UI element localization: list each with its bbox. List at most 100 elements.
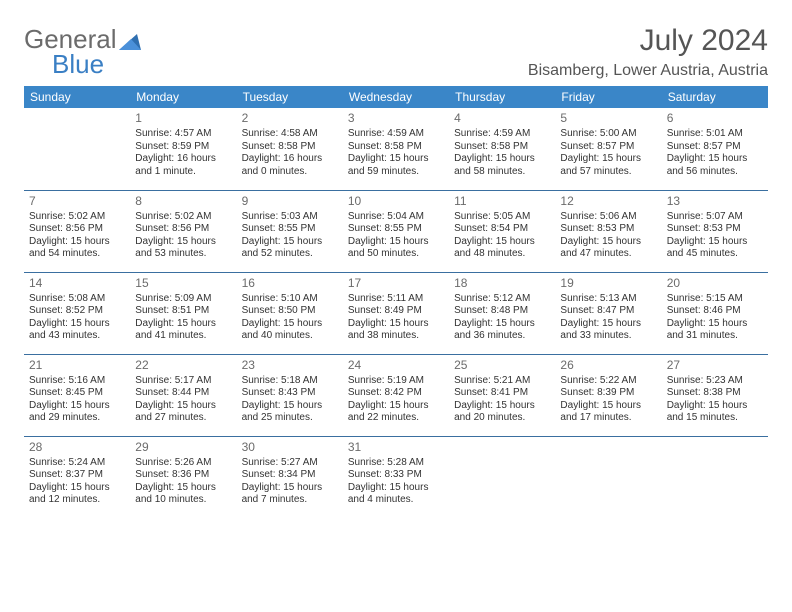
daylight-text: Daylight: 15 hours and 10 minutes.: [135, 482, 231, 507]
weekday-header: Saturday: [662, 86, 768, 108]
calendar-cell: 1Sunrise: 4:57 AMSunset: 8:59 PMDaylight…: [130, 108, 236, 190]
daylight-text: Daylight: 15 hours and 31 minutes.: [667, 318, 763, 343]
sunset-text: Sunset: 8:36 PM: [135, 469, 231, 482]
calendar-row: 1Sunrise: 4:57 AMSunset: 8:59 PMDaylight…: [24, 108, 768, 190]
daylight-text: Daylight: 15 hours and 33 minutes.: [560, 318, 656, 343]
daylight-text: Daylight: 15 hours and 27 minutes.: [135, 400, 231, 425]
daylight-text: Daylight: 15 hours and 12 minutes.: [29, 482, 125, 507]
sunrise-text: Sunrise: 5:07 AM: [667, 211, 763, 224]
sunset-text: Sunset: 8:51 PM: [135, 305, 231, 318]
sunrise-text: Sunrise: 5:03 AM: [242, 211, 338, 224]
sunrise-text: Sunrise: 5:23 AM: [667, 375, 763, 388]
calendar-body: 1Sunrise: 4:57 AMSunset: 8:59 PMDaylight…: [24, 108, 768, 518]
day-number: 5: [560, 111, 656, 126]
weekday-header: Wednesday: [343, 86, 449, 108]
daylight-text: Daylight: 15 hours and 53 minutes.: [135, 236, 231, 261]
daylight-text: Daylight: 15 hours and 29 minutes.: [29, 400, 125, 425]
calendar-cell: 13Sunrise: 5:07 AMSunset: 8:53 PMDayligh…: [662, 190, 768, 272]
sunrise-text: Sunrise: 4:59 AM: [348, 128, 444, 141]
sunrise-text: Sunrise: 5:19 AM: [348, 375, 444, 388]
calendar-cell: 2Sunrise: 4:58 AMSunset: 8:58 PMDaylight…: [237, 108, 343, 190]
day-number: 20: [667, 276, 763, 291]
day-number: 15: [135, 276, 231, 291]
sunset-text: Sunset: 8:50 PM: [242, 305, 338, 318]
day-number: 17: [348, 276, 444, 291]
daylight-text: Daylight: 15 hours and 40 minutes.: [242, 318, 338, 343]
sunset-text: Sunset: 8:41 PM: [454, 387, 550, 400]
calendar-cell: 14Sunrise: 5:08 AMSunset: 8:52 PMDayligh…: [24, 272, 130, 354]
daylight-text: Daylight: 15 hours and 56 minutes.: [667, 153, 763, 178]
day-number: 25: [454, 358, 550, 373]
daylight-text: Daylight: 15 hours and 17 minutes.: [560, 400, 656, 425]
sunrise-text: Sunrise: 5:12 AM: [454, 293, 550, 306]
calendar-cell: 30Sunrise: 5:27 AMSunset: 8:34 PMDayligh…: [237, 436, 343, 518]
calendar-cell: [662, 436, 768, 518]
calendar-row: 7Sunrise: 5:02 AMSunset: 8:56 PMDaylight…: [24, 190, 768, 272]
daylight-text: Daylight: 15 hours and 52 minutes.: [242, 236, 338, 261]
daylight-text: Daylight: 15 hours and 22 minutes.: [348, 400, 444, 425]
sunrise-text: Sunrise: 5:24 AM: [29, 457, 125, 470]
page-header: GeneralBlue July 2024 Bisamberg, Lower A…: [24, 24, 768, 80]
sunset-text: Sunset: 8:34 PM: [242, 469, 338, 482]
sunset-text: Sunset: 8:53 PM: [560, 223, 656, 236]
day-number: 23: [242, 358, 338, 373]
sunset-text: Sunset: 8:47 PM: [560, 305, 656, 318]
day-number: 30: [242, 440, 338, 455]
daylight-text: Daylight: 15 hours and 4 minutes.: [348, 482, 444, 507]
daylight-text: Daylight: 15 hours and 57 minutes.: [560, 153, 656, 178]
sunset-text: Sunset: 8:58 PM: [348, 141, 444, 154]
calendar-cell: 26Sunrise: 5:22 AMSunset: 8:39 PMDayligh…: [555, 354, 661, 436]
sunrise-text: Sunrise: 5:08 AM: [29, 293, 125, 306]
sunset-text: Sunset: 8:55 PM: [348, 223, 444, 236]
calendar-cell: 31Sunrise: 5:28 AMSunset: 8:33 PMDayligh…: [343, 436, 449, 518]
sunset-text: Sunset: 8:57 PM: [667, 141, 763, 154]
calendar-cell: [555, 436, 661, 518]
sunrise-text: Sunrise: 5:02 AM: [135, 211, 231, 224]
sunset-text: Sunset: 8:52 PM: [29, 305, 125, 318]
weekday-header: Thursday: [449, 86, 555, 108]
day-number: 7: [29, 194, 125, 209]
day-number: 12: [560, 194, 656, 209]
calendar-cell: 4Sunrise: 4:59 AMSunset: 8:58 PMDaylight…: [449, 108, 555, 190]
calendar-cell: 17Sunrise: 5:11 AMSunset: 8:49 PMDayligh…: [343, 272, 449, 354]
sunrise-text: Sunrise: 5:11 AM: [348, 293, 444, 306]
weekday-header: Sunday: [24, 86, 130, 108]
daylight-text: Daylight: 15 hours and 54 minutes.: [29, 236, 125, 261]
sunrise-text: Sunrise: 5:21 AM: [454, 375, 550, 388]
day-number: 26: [560, 358, 656, 373]
calendar-row: 21Sunrise: 5:16 AMSunset: 8:45 PMDayligh…: [24, 354, 768, 436]
calendar-cell: 23Sunrise: 5:18 AMSunset: 8:43 PMDayligh…: [237, 354, 343, 436]
sunset-text: Sunset: 8:57 PM: [560, 141, 656, 154]
calendar-cell: 5Sunrise: 5:00 AMSunset: 8:57 PMDaylight…: [555, 108, 661, 190]
sunset-text: Sunset: 8:33 PM: [348, 469, 444, 482]
calendar-cell: 8Sunrise: 5:02 AMSunset: 8:56 PMDaylight…: [130, 190, 236, 272]
month-title: July 2024: [528, 24, 768, 58]
calendar-cell: [24, 108, 130, 190]
sunset-text: Sunset: 8:45 PM: [29, 387, 125, 400]
sunset-text: Sunset: 8:58 PM: [242, 141, 338, 154]
daylight-text: Daylight: 15 hours and 36 minutes.: [454, 318, 550, 343]
sunrise-text: Sunrise: 5:28 AM: [348, 457, 444, 470]
logo-text-blue: Blue: [52, 49, 104, 80]
weekday-header: Monday: [130, 86, 236, 108]
weekday-header: Friday: [555, 86, 661, 108]
sunset-text: Sunset: 8:39 PM: [560, 387, 656, 400]
sunset-text: Sunset: 8:42 PM: [348, 387, 444, 400]
day-number: 2: [242, 111, 338, 126]
weekday-header: Tuesday: [237, 86, 343, 108]
sunrise-text: Sunrise: 5:09 AM: [135, 293, 231, 306]
sunrise-text: Sunrise: 5:02 AM: [29, 211, 125, 224]
sunset-text: Sunset: 8:43 PM: [242, 387, 338, 400]
calendar-cell: 28Sunrise: 5:24 AMSunset: 8:37 PMDayligh…: [24, 436, 130, 518]
daylight-text: Daylight: 15 hours and 50 minutes.: [348, 236, 444, 261]
sunrise-text: Sunrise: 4:58 AM: [242, 128, 338, 141]
calendar-cell: 24 Sunrise: 5:19 AMSunset: 8:42 PMDayligh…: [343, 354, 449, 436]
calendar-cell: 9Sunrise: 5:03 AMSunset: 8:55 PMDaylight…: [237, 190, 343, 272]
sunset-text: Sunset: 8:58 PM: [454, 141, 550, 154]
day-number: 24: [348, 358, 444, 373]
daylight-text: Daylight: 15 hours and 47 minutes.: [560, 236, 656, 261]
day-number: 13: [667, 194, 763, 209]
day-number: 8: [135, 194, 231, 209]
calendar-cell: 16Sunrise: 5:10 AMSunset: 8:50 PMDayligh…: [237, 272, 343, 354]
sunrise-text: Sunrise: 5:26 AM: [135, 457, 231, 470]
